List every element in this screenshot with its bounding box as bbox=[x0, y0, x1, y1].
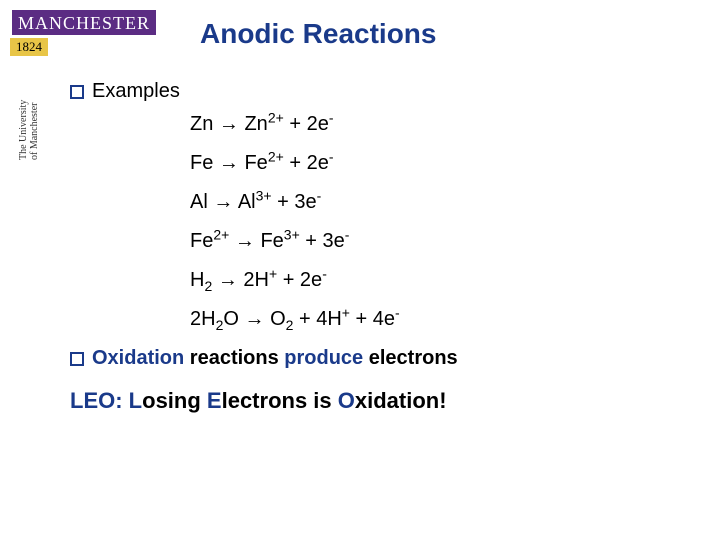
r1-sup: 2+ bbox=[268, 109, 284, 125]
r1-lhs: Zn bbox=[190, 113, 213, 135]
r6-tailsup: - bbox=[395, 304, 400, 320]
r4-tailsup: - bbox=[345, 226, 350, 242]
reaction-h2: H2 → 2H+ + 2e- bbox=[190, 269, 680, 292]
r2-tailsup: - bbox=[329, 148, 334, 164]
r6-rhs: O bbox=[270, 308, 286, 330]
arrow-icon: → bbox=[219, 113, 239, 135]
arrow-icon: → bbox=[213, 191, 233, 213]
leo-O: O bbox=[338, 388, 355, 413]
word-produce: produce bbox=[284, 347, 363, 369]
r4-tail: + 3e bbox=[300, 230, 345, 252]
r5-sup: + bbox=[269, 265, 277, 281]
arrow-icon: → bbox=[235, 230, 255, 252]
reaction-fe: Fe → Fe2+ + 2e- bbox=[190, 152, 680, 175]
reaction-al: Al → Al3+ + 3e- bbox=[190, 191, 680, 214]
bullet-examples: Examples bbox=[70, 80, 680, 103]
r5-tail: + 2e bbox=[277, 269, 322, 291]
r6-lpost: O bbox=[223, 308, 239, 330]
r4-sup: 3+ bbox=[284, 226, 300, 242]
r5-rhs: 2H bbox=[243, 269, 269, 291]
r4-lhs: Fe bbox=[190, 230, 213, 252]
leo-lectrons: lectrons is bbox=[222, 388, 338, 413]
r6-lpre: 2H bbox=[190, 308, 216, 330]
r5-lhs: H bbox=[190, 269, 204, 291]
leo-xidation: xidation! bbox=[355, 388, 447, 413]
r1-tailsup: - bbox=[329, 109, 334, 125]
r4-lsup: 2+ bbox=[213, 226, 229, 242]
r3-rhs: Al bbox=[238, 191, 256, 213]
r1-rhs: Zn bbox=[244, 113, 267, 135]
r3-tailsup: - bbox=[317, 187, 322, 203]
oxidation-text: Oxidation reactions produce electrons bbox=[92, 347, 458, 370]
examples-label: Examples bbox=[92, 80, 180, 103]
leo-osing: osing bbox=[142, 388, 207, 413]
r2-rhs: Fe bbox=[244, 152, 267, 174]
r2-sup: 2+ bbox=[268, 148, 284, 164]
slide-content: Examples Zn → Zn2+ + 2e- Fe → Fe2+ + 2e-… bbox=[70, 80, 680, 414]
r1-tail: + 2e bbox=[284, 113, 329, 135]
arrow-icon: → bbox=[219, 152, 239, 174]
r6-msup: + bbox=[342, 304, 350, 320]
university-logo: MANCHESTER 1824 bbox=[12, 10, 167, 53]
arrow-icon: → bbox=[218, 269, 238, 291]
word-reactions: reactions bbox=[184, 347, 284, 369]
logo-subtitle: The Universityof Manchester bbox=[18, 100, 40, 160]
r5-tailsup: - bbox=[322, 265, 327, 281]
bullet-square-icon bbox=[70, 85, 84, 99]
r2-tail: + 2e bbox=[284, 152, 329, 174]
leo-L: L bbox=[129, 388, 142, 413]
r3-tail: + 3e bbox=[272, 191, 317, 213]
bullet-oxidation: Oxidation reactions produce electrons bbox=[70, 347, 680, 370]
r6-tail: + 4e bbox=[350, 308, 395, 330]
bullet-square-icon bbox=[70, 352, 84, 366]
r3-lhs: Al bbox=[190, 191, 208, 213]
reaction-zn: Zn → Zn2+ + 2e- bbox=[190, 113, 680, 136]
r3-sup: 3+ bbox=[256, 187, 272, 203]
r2-lhs: Fe bbox=[190, 152, 213, 174]
word-electrons: electrons bbox=[363, 347, 457, 369]
reaction-h2o: 2H2O → O2 + 4H+ + 4e- bbox=[190, 308, 680, 331]
logo-name: MANCHESTER bbox=[12, 10, 156, 35]
arrow-icon: → bbox=[245, 308, 265, 330]
page-title: Anodic Reactions bbox=[200, 18, 436, 50]
reaction-fe2-fe3: Fe2+ → Fe3+ + 3e- bbox=[190, 230, 680, 253]
reactions-list: Zn → Zn2+ + 2e- Fe → Fe2+ + 2e- Al → Al3… bbox=[190, 113, 680, 331]
logo-year: 1824 bbox=[10, 38, 48, 56]
r6-mid: + 4H bbox=[293, 308, 341, 330]
word-oxidation: Oxidation bbox=[92, 347, 184, 369]
r4-rhs: Fe bbox=[260, 230, 283, 252]
r5-lsub: 2 bbox=[204, 278, 212, 294]
leo-E: E bbox=[207, 388, 222, 413]
leo-mnemonic: LEO: Losing Electrons is Oxidation! bbox=[70, 388, 680, 414]
leo-prefix: LEO: bbox=[70, 388, 129, 413]
